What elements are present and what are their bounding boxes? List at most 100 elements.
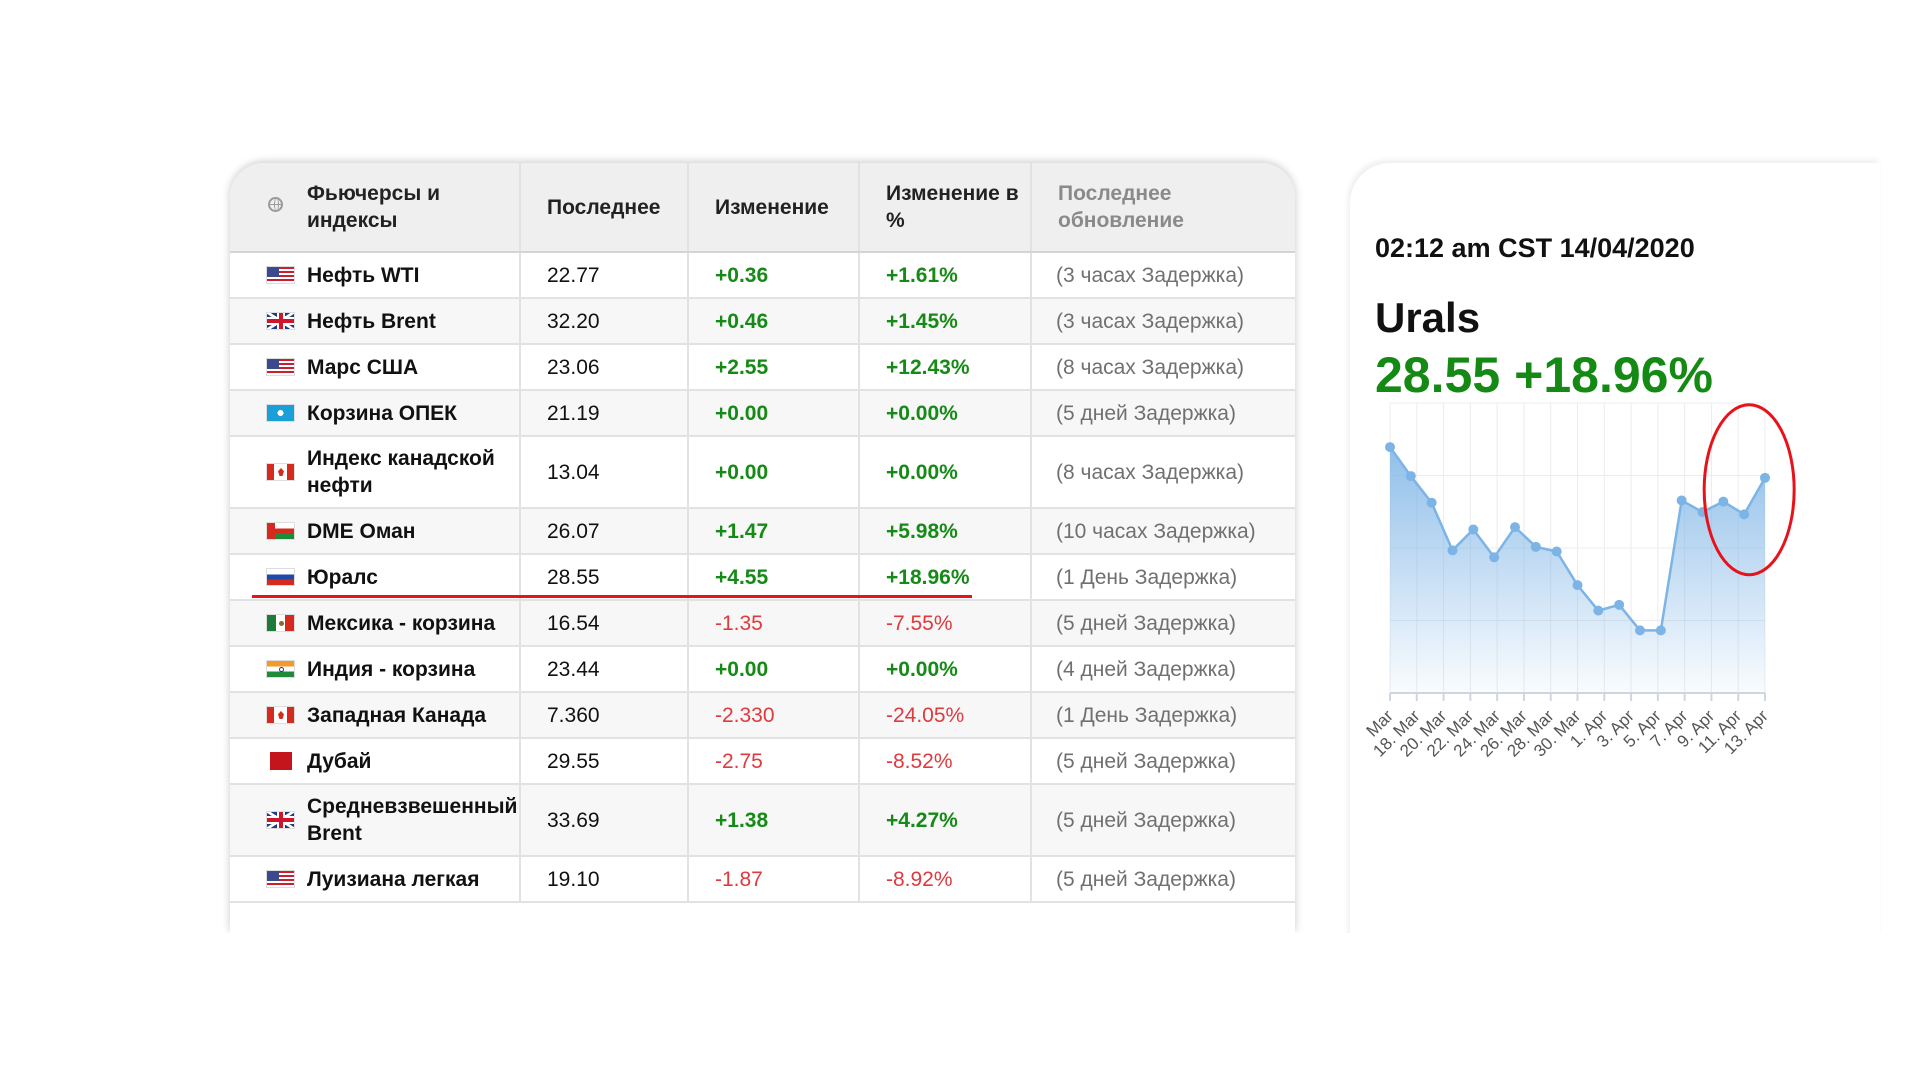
opec-flag-icon	[266, 404, 295, 422]
change-percent-cell: -8.52%	[859, 738, 1032, 785]
column-header-name-label: Фьючерсы и индексы	[307, 182, 441, 232]
futures-table-card: Фьючерсы и индексы Последнее Изменение И…	[230, 163, 1295, 933]
last-update-cell: (5 дней Задержка)	[1031, 600, 1295, 647]
data-point[interactable]	[1405, 471, 1416, 482]
instrument-cell[interactable]: Луизиана легкая	[230, 856, 521, 903]
instrument-name[interactable]: Корзина ОПЕК	[307, 401, 457, 425]
us-flag-icon	[266, 358, 295, 376]
data-point[interactable]	[1468, 524, 1479, 535]
instrument-cell[interactable]: Западная Канада	[230, 692, 521, 739]
last-update-cell: (8 часах Задержка)	[1031, 344, 1295, 391]
table-row[interactable]: Западная Канада 7.360 -2.330 -24.05% (1 День…	[230, 692, 1295, 739]
india-flag-icon	[266, 660, 295, 678]
data-point[interactable]	[1551, 546, 1562, 557]
change-percent-cell: +12.43%	[859, 344, 1032, 391]
last-update-cell: (4 дней Задержка)	[1031, 646, 1295, 693]
instrument-cell[interactable]: Нефть Brent	[230, 298, 521, 345]
table-row[interactable]: Индекс канадской нефти 13.04 +0.00 +0.00% (8…	[230, 436, 1295, 509]
column-header-last[interactable]: Последнее	[520, 163, 689, 253]
data-point[interactable]	[1718, 496, 1729, 507]
change-percent-cell: -7.55%	[859, 600, 1032, 647]
last-update-cell: (5 дней Задержка)	[1031, 738, 1295, 785]
instrument-name[interactable]: DME Оман	[307, 519, 416, 543]
last-update-cell: (10 часах Задержка)	[1031, 508, 1295, 555]
data-point[interactable]	[1447, 545, 1458, 556]
urals-chart-card: 02:12 am CST 14/04/2020 Urals 28.55 +18.9…	[1350, 163, 1880, 943]
us-flag-icon	[266, 870, 295, 888]
last-price-cell: 7.360	[520, 692, 689, 739]
instrument-cell[interactable]: Индия - корзина	[230, 646, 521, 693]
data-point[interactable]	[1572, 580, 1583, 591]
instrument-name[interactable]: Дубай	[307, 749, 372, 773]
instrument-cell[interactable]: Нефть WTI	[230, 252, 521, 299]
instrument-name[interactable]: Средневзвешенный Brent	[307, 795, 518, 845]
table-row[interactable]: Марс США 23.06 +2.55 +12.43% (8 часах Задерж…	[230, 344, 1295, 391]
column-header-last-update[interactable]: Последнее обновление	[1031, 163, 1295, 253]
instrument-name[interactable]: Индекс канадской нефти	[307, 447, 495, 497]
instrument-cell[interactable]: DME Оман	[230, 508, 521, 555]
data-point[interactable]	[1593, 605, 1604, 616]
page-bottom-margin	[0, 933, 1920, 1080]
data-point[interactable]	[1530, 541, 1541, 552]
change-cell: +4.55	[688, 554, 860, 601]
table-row[interactable]: Луизиана легкая 19.10 -1.87 -8.92% (5 дней З…	[230, 856, 1295, 903]
data-point[interactable]	[1489, 552, 1500, 563]
uk-flag-icon	[266, 312, 295, 330]
canada-flag-icon	[266, 706, 295, 724]
instrument-cell[interactable]: Корзина ОПЕК	[230, 390, 521, 437]
change-cell: +0.46	[688, 298, 860, 345]
column-header-change[interactable]: Изменение	[688, 163, 860, 253]
urals-row-underline	[252, 595, 972, 598]
table-row[interactable]: Средневзвешенный Brent 33.69 +1.38 +4.27% (5…	[230, 784, 1295, 857]
instrument-name[interactable]: Луизиана легкая	[307, 867, 480, 891]
instrument-name[interactable]: Индия - корзина	[307, 657, 476, 681]
data-point[interactable]	[1655, 625, 1666, 636]
change-cell: +1.38	[688, 784, 860, 857]
canada-flag-icon	[266, 463, 295, 481]
instrument-cell[interactable]: Индекс канадской нефти	[230, 436, 521, 509]
table-row[interactable]: Индия - корзина 23.44 +0.00 +0.00% (4 дней З…	[230, 646, 1295, 693]
column-header-name[interactable]: Фьючерсы и индексы	[230, 163, 521, 253]
instrument-cell[interactable]: Дубай	[230, 738, 521, 785]
instrument-cell[interactable]: Средневзвешенный Brent	[230, 784, 521, 857]
table-row[interactable]: Мексика - корзина 16.54 -1.35 -7.55% (5 дней…	[230, 600, 1295, 647]
table-row[interactable]: Корзина ОПЕК 21.19 +0.00 +0.00% (5 дней Заде…	[230, 390, 1295, 437]
data-point[interactable]	[1676, 495, 1687, 506]
instrument-cell[interactable]: Мексика - корзина	[230, 600, 521, 647]
table-body: Нефть WTI 22.77 +0.36 +1.61% (3 часах Задерж…	[230, 252, 1295, 903]
instrument-name[interactable]: Нефть Brent	[307, 309, 436, 333]
instrument-name[interactable]: Нефть WTI	[307, 263, 420, 287]
table-row[interactable]: Юралс 28.55 +4.55 +18.96% (1 День Задержка)	[230, 554, 1295, 601]
globe-icon	[268, 197, 283, 212]
table-row[interactable]: Нефть Brent 32.20 +0.46 +1.45% (3 часах Заде…	[230, 298, 1295, 345]
instrument-name[interactable]: Юралс	[307, 565, 378, 589]
quote-price: 28.55	[1375, 347, 1501, 403]
table-row[interactable]: Дубай 29.55 -2.75 -8.52% (5 дней Задержка)	[230, 738, 1295, 785]
last-price-cell: 33.69	[520, 784, 689, 857]
data-point[interactable]	[1426, 497, 1437, 508]
table-row[interactable]: DME Оман 26.07 +1.47 +5.98% (10 часах Задерж…	[230, 508, 1295, 555]
data-point[interactable]	[1739, 509, 1750, 520]
change-percent-cell: +5.98%	[859, 508, 1032, 555]
change-percent-cell: +18.96%	[859, 554, 1032, 601]
uk-flag-icon	[266, 811, 295, 829]
instrument-cell[interactable]: Юралс	[230, 554, 521, 601]
instrument-cell[interactable]: Марс США	[230, 344, 521, 391]
data-point[interactable]	[1635, 625, 1645, 636]
data-point[interactable]	[1510, 522, 1520, 533]
instrument-name[interactable]: Мексика - корзина	[307, 611, 496, 635]
data-point[interactable]	[1760, 472, 1770, 483]
data-point[interactable]	[1385, 442, 1395, 453]
change-cell: -1.87	[688, 856, 860, 903]
last-price-cell: 29.55	[520, 738, 689, 785]
table-row[interactable]: Нефть WTI 22.77 +0.36 +1.61% (3 часах Задерж…	[230, 252, 1295, 299]
oman-flag-icon	[266, 522, 295, 540]
change-percent-cell: +0.00%	[859, 390, 1032, 437]
instrument-name[interactable]: Марс США	[307, 355, 419, 379]
data-point[interactable]	[1614, 599, 1625, 610]
instrument-name[interactable]: Западная Канада	[307, 703, 487, 727]
last-price-cell: 23.06	[520, 344, 689, 391]
column-header-change-percent[interactable]: Изменение в %	[859, 163, 1032, 253]
last-price-cell: 23.44	[520, 646, 689, 693]
